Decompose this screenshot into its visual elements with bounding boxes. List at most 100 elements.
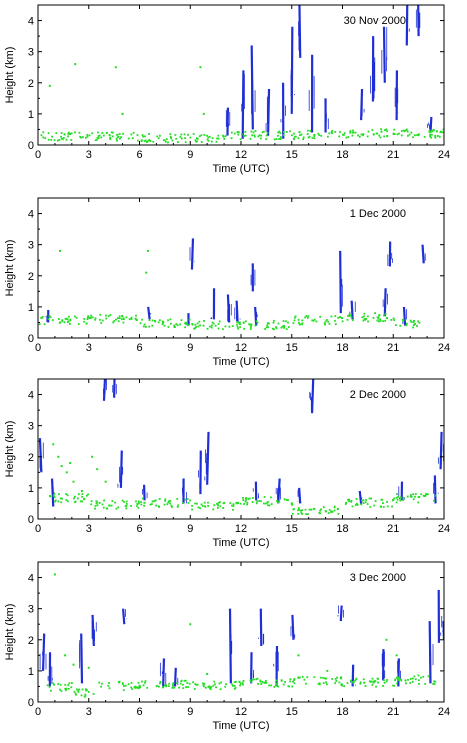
cloud-base-point <box>179 135 182 138</box>
cloud-base-point <box>246 501 249 504</box>
cloud-base-point <box>304 508 307 511</box>
cloud-base-point <box>265 134 268 137</box>
cloud-base-point <box>350 500 353 502</box>
cloud-base-point <box>97 137 100 140</box>
cloud-base-point <box>130 133 133 136</box>
cloud-base-point <box>100 322 103 324</box>
cloud-base-point <box>223 501 226 504</box>
cloud-base-point <box>174 326 176 328</box>
cloud-base-point <box>215 140 218 143</box>
cloud-base-point <box>116 139 118 142</box>
cloud-base-point <box>405 128 408 131</box>
cloud-base-point <box>47 318 50 321</box>
cloud-base-point <box>362 678 365 681</box>
x-tick-label: 18 <box>336 342 348 354</box>
cloud-base-point <box>63 133 66 136</box>
cloud-base-point <box>138 502 140 505</box>
cloud-base-point <box>207 686 210 688</box>
cloud-base-point <box>293 132 295 135</box>
cloud-base-point <box>171 139 174 142</box>
cloud-base-point <box>310 508 313 511</box>
cloud-base-point <box>248 497 251 500</box>
cloud-base-point <box>268 322 270 325</box>
cloud-base-point <box>155 504 157 507</box>
cloud-base-point <box>230 137 233 140</box>
cloud-base-point <box>404 679 407 682</box>
cloud-base-point <box>340 676 343 679</box>
cloud-base-point <box>352 682 355 685</box>
cloud-base-point <box>306 676 309 678</box>
cloud-base-point <box>251 678 254 681</box>
cloud-base-point <box>391 499 394 502</box>
cloud-base-point <box>279 138 282 141</box>
cloud-base-point <box>86 134 89 136</box>
x-tick-label: 18 <box>336 149 348 161</box>
x-tick-label: 9 <box>187 706 193 718</box>
cloud-base-point <box>393 497 396 500</box>
cloud-base-point <box>78 131 81 134</box>
cloud-base-point <box>253 134 256 137</box>
cloud-base-point <box>311 137 314 139</box>
cloud-base-point <box>217 504 219 507</box>
cloud-base-point <box>412 493 415 496</box>
cloud-echo-streak <box>147 306 151 320</box>
cloud-base-point <box>73 497 75 500</box>
cloud-base-point <box>334 319 336 322</box>
cloud-base-point <box>180 680 183 683</box>
cloud-base-point <box>298 508 301 511</box>
cloud-base-point <box>189 623 192 626</box>
cloud-base-point <box>143 504 146 507</box>
cloud-base-point <box>305 315 308 317</box>
cloud-base-point <box>277 685 280 688</box>
cloud-base-point <box>118 133 121 135</box>
x-axis-label: Time (UTC) <box>212 356 269 368</box>
cloud-base-point <box>65 499 68 501</box>
cloud-base-point <box>57 683 60 685</box>
cloud-base-point <box>146 249 149 252</box>
cloud-echo-streak <box>266 88 271 136</box>
cloud-base-point <box>374 680 377 683</box>
cloud-base-point <box>176 498 179 500</box>
cloud-base-point <box>211 137 214 140</box>
cloud-base-point <box>248 323 251 326</box>
cloud-base-point <box>207 136 210 139</box>
cloud-base-point <box>239 326 241 329</box>
cloud-base-point <box>323 677 326 680</box>
cloud-base-point <box>250 130 253 133</box>
cloud-base-point <box>118 681 121 684</box>
cloud-base-point <box>72 663 75 666</box>
cloud-base-point <box>268 684 271 687</box>
cloud-base-point <box>127 137 130 140</box>
cloud-base-point <box>351 134 354 137</box>
cloud-base-point <box>51 319 54 322</box>
cloud-base-point <box>297 512 300 515</box>
cloud-base-point <box>138 500 140 503</box>
cloud-base-point <box>159 134 161 137</box>
cloud-base-point <box>266 501 269 504</box>
cloud-base-point <box>338 681 341 684</box>
x-tick-label: 6 <box>136 149 142 161</box>
cloud-base-point <box>423 135 426 138</box>
cloud-base-point <box>348 313 351 316</box>
cloud-base-point <box>251 496 254 499</box>
cloud-base-point <box>297 507 300 509</box>
y-tick-label: 1 <box>28 302 34 314</box>
cloud-echo-streak <box>254 306 258 326</box>
cloud-base-point <box>195 140 198 143</box>
cloud-base-point <box>441 131 444 134</box>
cloud-base-point <box>69 133 71 135</box>
cloud-base-point <box>82 136 84 139</box>
cloud-base-point <box>58 322 61 324</box>
cloud-base-point <box>347 315 349 317</box>
cloud-base-point <box>366 315 369 318</box>
cloud-base-point <box>297 321 300 324</box>
cloud-base-point <box>110 504 113 507</box>
cloud-base-point <box>95 500 98 503</box>
cloud-base-point <box>180 133 183 136</box>
cloud-base-point <box>360 133 363 136</box>
cloud-base-point <box>125 502 128 505</box>
cloud-base-point <box>104 480 107 483</box>
cloud-base-point <box>183 133 186 136</box>
cloud-base-point <box>169 502 172 505</box>
cloud-base-point <box>334 315 337 317</box>
